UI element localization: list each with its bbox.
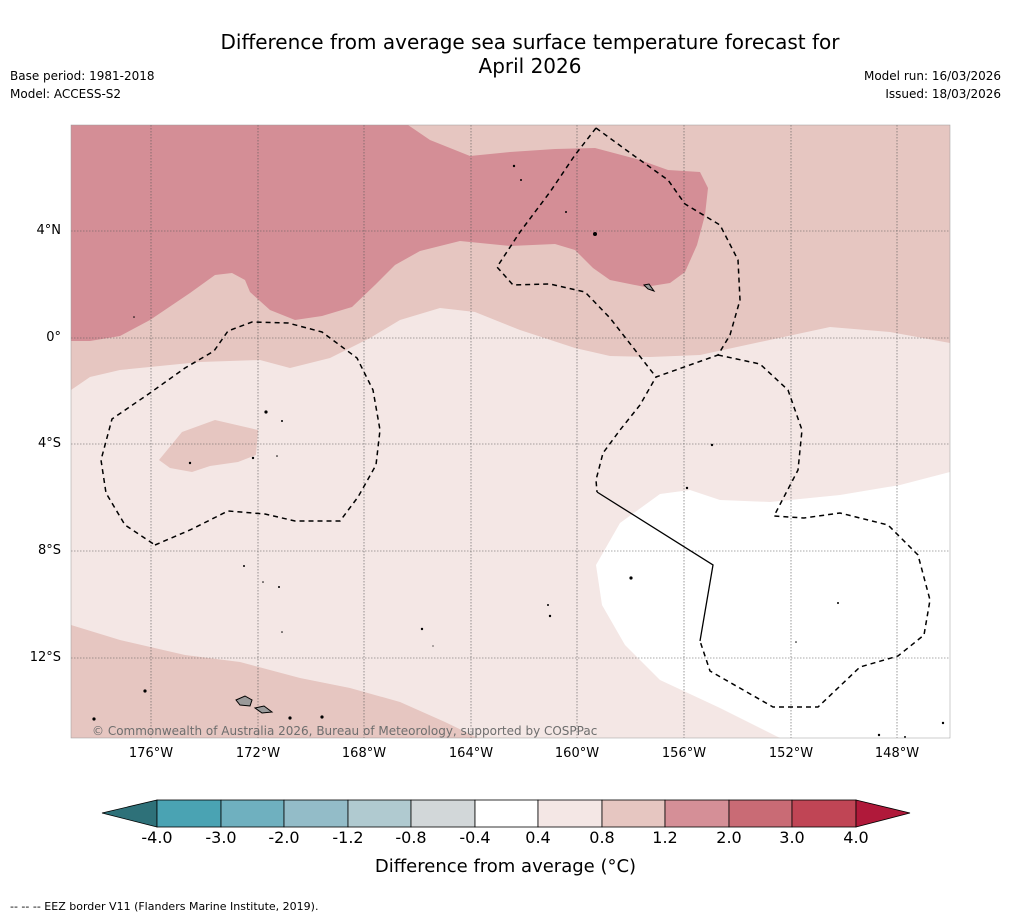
map-title: Difference from average sea surface temp… [150,30,910,78]
eez-legend: -- -- -- EEZ border V11 (Flanders Marine… [10,900,319,913]
colorbar-tick: -4.0 [141,828,173,847]
copyright-notice: © Commonwealth of Australia 2026, Bureau… [92,724,598,738]
colorbar-tick: 1.2 [652,828,678,847]
lon-label: 172°W [235,746,281,761]
colorbar-tick: 2.0 [716,828,742,847]
lon-label: 148°W [874,746,920,761]
eez-border-tokelau-samoa [100,321,381,546]
colorbar-segment-8 [601,799,666,828]
islands [235,283,656,714]
colorbar-extend-high [855,799,911,828]
colorbar-tick: -3.0 [205,828,237,847]
colorbar-segment-11 [791,799,857,828]
island-upolu [253,705,274,714]
meta-right: Model run: 16/03/2026 Issued: 18/03/2026 [864,67,1001,103]
meta-left: Base period: 1981-2018 Model: ACCESS-S2 [10,67,155,103]
lat-label: 4°N [36,223,62,238]
lat-label: 0° [46,330,61,345]
eez-border-kiribati-phoenix [595,127,741,493]
eez-border-cook-islands [699,354,931,708]
anomaly-band-1p2-2p0-north [71,125,708,341]
lon-label: 176°W [128,746,174,761]
colorbar-segment-6 [474,799,539,828]
lon-label: 156°W [661,746,707,761]
colorbar-segment-1 [156,799,222,828]
colorbar-tick: 3.0 [779,828,805,847]
eez-border-kiribati-inner [496,127,657,378]
lat-label: 4°S [37,436,61,451]
colorbar-segment-7 [537,799,603,828]
model-run: Model run: 16/03/2026 [863,69,1001,83]
island-savaii [235,695,253,707]
maritime-boundary-solid [596,491,714,642]
colorbar-segment-2 [220,799,285,828]
anomaly-band-neg0p4-0p4 [596,472,950,738]
colorbar-segment-3 [283,799,349,828]
anomaly-band-0p8-1p2-samoa-patch [159,420,258,472]
map-frame [70,124,951,739]
colorbar-segment-4 [347,799,412,828]
colorbar-label: Difference from average (°C) [374,856,637,877]
colorbar-tick: -2.0 [268,828,300,847]
colorbar-tick: 0.4 [525,828,551,847]
title-line-2: April 2026 [478,54,582,78]
colorbar-tick: 0.8 [589,828,615,847]
lat-label: 8°S [37,543,61,558]
colorbar-segment-10 [728,799,793,828]
colorbar [101,799,911,828]
atolls [92,164,945,738]
eez-borders [100,127,931,708]
lon-label: 164°W [448,746,494,761]
colorbar-extend-low [101,799,158,828]
lon-label: 152°W [768,746,814,761]
model-name: Model: ACCESS-S2 [10,87,122,101]
island-kiritimati [642,283,656,292]
lon-label: 168°W [341,746,387,761]
graticule [71,125,950,738]
colorbar-tick: -1.2 [332,828,364,847]
issued-date: Issued: 18/03/2026 [885,87,1001,101]
colorbar-tick: 4.0 [843,828,869,847]
base-period: Base period: 1981-2018 [10,69,155,83]
map-area [71,125,950,738]
colorbar-tick: -0.4 [459,828,491,847]
colorbar-tick: -0.8 [395,828,427,847]
colorbar-segment-5 [410,799,476,828]
lat-label: 12°S [29,650,61,665]
colorbar-segment-9 [664,799,730,828]
lon-label: 160°W [554,746,600,761]
title-line-1: Difference from average sea surface temp… [220,30,840,54]
